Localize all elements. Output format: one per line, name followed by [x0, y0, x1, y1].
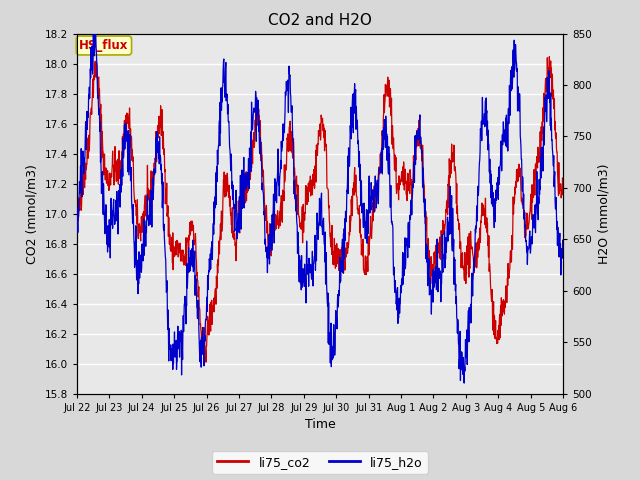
X-axis label: Time: Time — [305, 418, 335, 431]
li75_co2 — [459, 265, 467, 271]
li75_h2o — [236, 215, 244, 220]
li75_co2 — [170, 267, 177, 273]
Line: li75_h2o: li75_h2o — [77, 34, 563, 383]
li75_h2o — [73, 218, 81, 224]
li75_co2 — [559, 181, 567, 187]
li75_co2 — [396, 187, 403, 192]
li75_co2 — [202, 359, 210, 365]
li75_co2 — [236, 230, 244, 236]
li75_h2o — [170, 360, 177, 366]
li75_h2o — [460, 380, 468, 386]
Line: li75_co2: li75_co2 — [77, 57, 563, 362]
li75_co2 — [73, 224, 81, 230]
Text: HS_flux: HS_flux — [79, 39, 129, 52]
li75_h2o — [90, 31, 98, 36]
li75_co2 — [181, 257, 189, 263]
li75_h2o — [396, 295, 403, 301]
li75_h2o — [182, 300, 189, 306]
Y-axis label: CO2 (mmol/m3): CO2 (mmol/m3) — [26, 164, 39, 264]
Y-axis label: H2O (mmol/m3): H2O (mmol/m3) — [598, 163, 611, 264]
Title: CO2 and H2O: CO2 and H2O — [268, 13, 372, 28]
Legend: li75_co2, li75_h2o: li75_co2, li75_h2o — [212, 451, 428, 474]
li75_co2 — [545, 54, 553, 60]
li75_h2o — [459, 372, 467, 377]
li75_co2 — [502, 283, 509, 289]
li75_h2o — [559, 241, 567, 247]
li75_h2o — [502, 143, 510, 149]
